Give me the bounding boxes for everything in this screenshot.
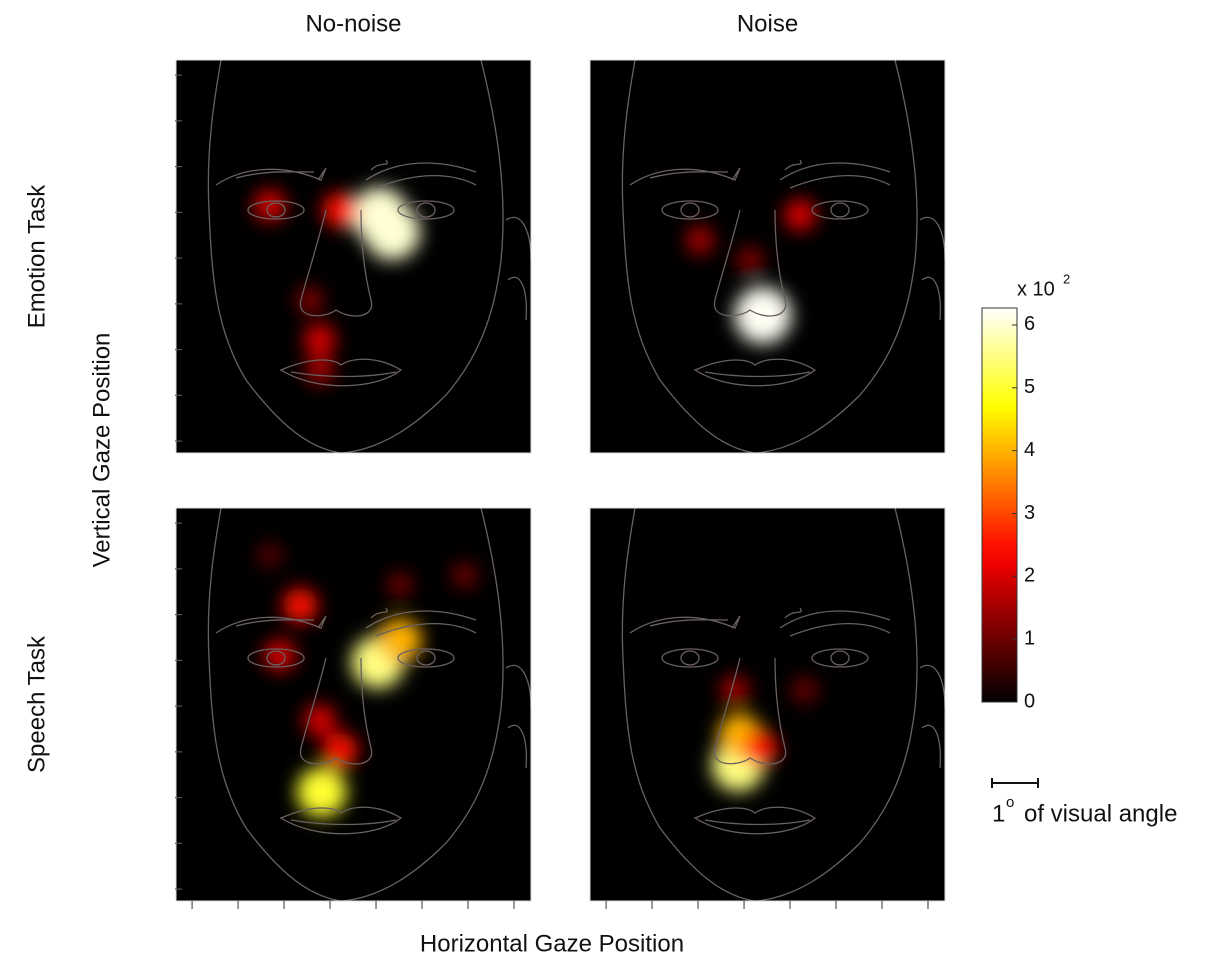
scale-bar-unit-symbol: o [1006, 794, 1014, 811]
row-title: Speech Task [23, 635, 50, 773]
column-title: Noise [737, 10, 798, 37]
figure: No-noise Noise Emotion Task Speech Task Vert… [0, 0, 1227, 967]
panel-background [176, 508, 531, 901]
y-axis-label: Vertical Gaze Position [88, 333, 115, 568]
heatmap-panel [176, 60, 531, 453]
colorbar-tick-label: 6 [1024, 313, 1035, 335]
hotspot [364, 204, 420, 260]
hotspot [736, 247, 763, 274]
colorbar-tick-label: 0 [1024, 690, 1035, 712]
heatmap-panel [176, 508, 531, 901]
colorbar [982, 308, 1017, 702]
hotspot [685, 226, 714, 255]
colorbar-exponent: 2 [1063, 271, 1070, 286]
heatmap-panel [590, 60, 945, 453]
colorbar-multiplier: x 10 [1017, 278, 1055, 300]
scale-bar-value: 1 [992, 800, 1005, 827]
hotspot [452, 562, 478, 588]
x-axis-label: Horizontal Gaze Position [420, 930, 684, 957]
hotspot [257, 543, 282, 568]
scale-bar-unit-text: of visual angle [1024, 800, 1177, 827]
colorbar-tick-label: 1 [1024, 627, 1035, 649]
colorbar-tick-label: 2 [1024, 565, 1035, 587]
colorbar-tick-label: 5 [1024, 376, 1035, 398]
heatmap-panel [590, 508, 945, 901]
hotspot [743, 731, 778, 766]
panel-background [176, 60, 531, 453]
hotspot [387, 572, 413, 598]
colorbar-tick-label: 3 [1024, 502, 1035, 524]
panel-background [590, 508, 945, 901]
panel-background [590, 60, 945, 453]
column-title: No-noise [305, 10, 401, 37]
hotspot [283, 588, 318, 623]
row-title: Emotion Task [23, 184, 50, 329]
hotspot [784, 199, 816, 231]
hotspot [323, 193, 358, 228]
hotspot [304, 324, 336, 356]
colorbar-tick-label: 4 [1024, 439, 1035, 461]
scale-bar [992, 778, 1038, 788]
hotspot [792, 677, 818, 703]
